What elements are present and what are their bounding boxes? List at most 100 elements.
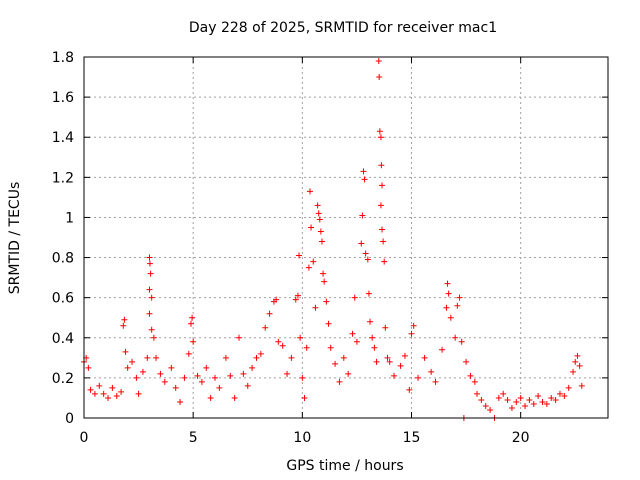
data-point [146,260,153,267]
x-tick-label: 0 [80,430,89,446]
data-point [296,252,303,259]
data-point [306,188,313,195]
data-point [458,338,465,345]
data-point [548,394,555,401]
data-point [325,320,332,327]
data-point [207,394,214,401]
data-point [535,392,542,399]
data-point [517,394,524,401]
data-point [504,396,511,403]
data-point [181,374,188,381]
data-point [447,314,454,321]
data-point [157,370,164,377]
data-point [310,258,317,265]
x-tick-label: 20 [512,430,530,446]
data-point [148,294,155,301]
data-point [543,400,550,407]
data-point [386,358,393,365]
x-tick-label: 5 [189,430,198,446]
data-points [81,58,585,421]
data-point [340,354,347,361]
data-point [153,354,160,361]
data-point [574,352,581,359]
data-point [317,228,324,235]
data-point [161,378,168,385]
data-point [377,134,384,141]
data-point [187,320,194,327]
data-point [358,240,365,247]
data-point [362,250,369,257]
data-point [288,354,295,361]
data-point [305,264,312,271]
data-point [172,384,179,391]
data-point [351,294,358,301]
data-point [244,382,251,389]
data-point [487,406,494,413]
data-point [365,290,372,297]
data-point [150,334,157,341]
data-point [382,324,389,331]
data-point [100,390,107,397]
data-point [349,330,356,337]
data-point [513,398,520,405]
data-point [421,354,428,361]
data-point [495,394,502,401]
data-point [373,358,380,365]
data-point [189,314,196,321]
data-point [327,344,334,351]
data-point [121,316,128,323]
data-point [415,374,422,381]
data-point [530,400,537,407]
data-point [508,404,515,411]
data-point [308,224,315,231]
data-point [203,364,210,371]
y-tick-label: 0 [65,411,74,427]
data-point [408,330,415,337]
data-point [297,334,304,341]
data-point [552,396,559,403]
data-point [432,378,439,385]
y-tick-label: 1.6 [52,90,74,106]
data-point [522,402,529,409]
data-point [177,398,184,405]
data-point [364,256,371,263]
data-point [314,202,321,209]
data-point [227,372,234,379]
data-point [124,364,131,371]
x-tick-label: 15 [403,430,421,446]
data-point [236,334,243,341]
y-tick-label: 1.2 [52,170,74,186]
data-point [539,398,546,405]
data-point [231,394,238,401]
data-point [428,368,435,375]
data-point [321,278,328,285]
data-point [105,394,112,401]
data-point [139,368,146,375]
data-point [144,354,151,361]
axis-ticks: 0 0.2 0.4 0.6 0.8 1 1.2 1.4 1.6 1.8 0 5 10 15 20 [52,50,608,446]
data-point [275,338,282,345]
data-point [273,296,280,303]
data-point [332,360,339,367]
data-point [303,344,310,351]
data-point [445,290,452,297]
data-point [391,372,398,379]
x-axis-label: GPS time / hours [286,458,403,474]
data-point [120,322,127,329]
y-tick-label: 0.8 [52,251,74,267]
data-point [292,296,299,303]
grid-lines [84,57,608,418]
data-point [336,378,343,385]
data-point [361,176,368,183]
data-point [122,348,129,355]
data-point [454,302,461,309]
data-point [109,384,116,391]
data-point [443,304,450,311]
data-point [345,370,352,377]
y-tick-label: 0.6 [52,291,74,307]
data-point [360,168,367,175]
data-point [87,386,94,393]
data-point [194,372,201,379]
y-tick-label: 1.8 [52,50,74,66]
y-tick-label: 1.4 [52,130,74,146]
